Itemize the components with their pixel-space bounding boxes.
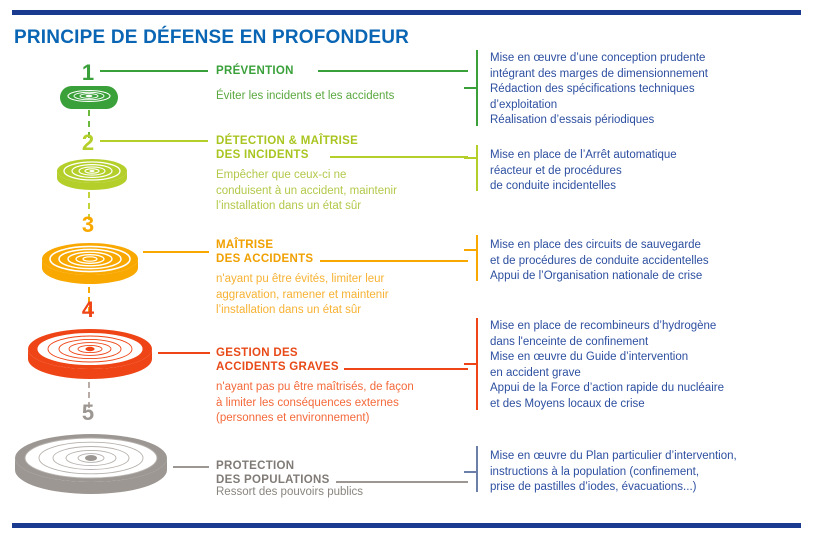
level-4-disc bbox=[25, 320, 155, 387]
level-5-heading: PROTECTION DES POPULATIONS bbox=[216, 460, 330, 486]
level-3-connector bbox=[88, 287, 92, 313]
level-5-leader bbox=[173, 466, 209, 468]
level-3-bracket-stub bbox=[464, 249, 477, 251]
level-4-measures: Mise en place de recombineurs d’hydrogèn… bbox=[490, 320, 724, 410]
top-rule bbox=[12, 10, 801, 15]
level-5-bracket-stub bbox=[464, 471, 477, 473]
level-2-heading: DÉTECTION & MAÎTRISE DES INCIDENTS bbox=[216, 135, 359, 161]
level-3-disc bbox=[38, 234, 142, 291]
level-5-measures: Mise en œuvre du Plan particulier d’inte… bbox=[490, 450, 737, 494]
level-1-heading: PRÉVENTION bbox=[216, 65, 294, 77]
level-1-connector bbox=[88, 110, 92, 138]
level-4-heading: GESTION DES ACCIDENTS GRAVES bbox=[216, 347, 339, 373]
bottom-rule bbox=[12, 523, 801, 528]
level-5-disc bbox=[12, 424, 170, 501]
level-4-bracket bbox=[476, 318, 478, 410]
level-2-description: Empêcher que ceux-ci ne conduisent à un … bbox=[216, 169, 397, 212]
level-5-description: Ressort des pouvoirs publics bbox=[216, 486, 364, 498]
level-2-connector bbox=[88, 192, 92, 220]
level-1-bracket-stub bbox=[464, 87, 477, 89]
level-5-number: 5 bbox=[81, 400, 95, 425]
level-3-heading: MAÎTRISE DES ACCIDENTS bbox=[216, 239, 314, 265]
level-2-heading-rule bbox=[330, 156, 468, 158]
level-1-number: 1 bbox=[81, 60, 95, 85]
level-2-disc bbox=[53, 152, 131, 197]
level-2-bracket-stub bbox=[464, 157, 477, 159]
page-title: PRINCIPE DE DÉFENSE EN PROFONDEUR bbox=[14, 27, 410, 48]
level-3-bracket bbox=[476, 235, 478, 281]
level-4-heading-rule bbox=[344, 368, 468, 370]
level-1-description: Éviter les incidents et les accidents bbox=[216, 90, 395, 102]
level-1-measures: Mise en œuvre d’une conception prudente … bbox=[490, 52, 708, 127]
level-1-heading-rule bbox=[318, 70, 468, 72]
level-5-bracket bbox=[476, 446, 478, 492]
level-3-number: 3 bbox=[81, 212, 95, 237]
level-4-description: n'ayant pas pu être maîtrisés, de façon … bbox=[216, 381, 414, 424]
level-2-bracket bbox=[476, 145, 478, 191]
level-1-leader bbox=[100, 70, 208, 72]
level-2-measures: Mise en place de l’Arrêt automatique réa… bbox=[490, 149, 677, 193]
level-3-description: n'ayant pu être évités, limiter leur agg… bbox=[216, 273, 389, 316]
level-4-leader bbox=[158, 352, 210, 354]
level-3-measures: Mise en place des circuits de sauvegarde… bbox=[490, 239, 709, 283]
level-4-connector bbox=[88, 382, 92, 408]
level-3-leader bbox=[143, 251, 209, 253]
level-2-leader bbox=[100, 140, 208, 142]
level-3-heading-rule bbox=[320, 260, 468, 262]
level-1-disc bbox=[58, 83, 120, 118]
level-4-number: 4 bbox=[81, 297, 95, 322]
level-5-heading-rule bbox=[336, 481, 468, 483]
level-1-bracket bbox=[476, 50, 478, 126]
level-2-number: 2 bbox=[81, 130, 95, 155]
level-4-bracket-stub bbox=[464, 363, 477, 365]
